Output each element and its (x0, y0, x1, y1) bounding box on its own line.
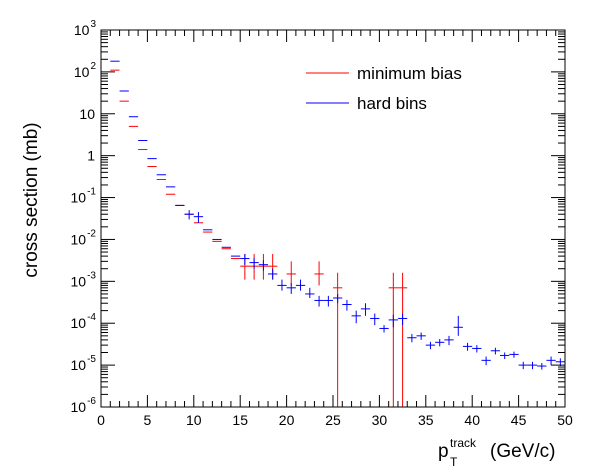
data-point (314, 295, 324, 307)
y-tick-label-exponent: -3 (87, 270, 96, 281)
y-tick-label: 10 (79, 106, 95, 122)
axis-ticks (100, 30, 566, 408)
y-tick-label-base: 10 (74, 22, 90, 38)
y-tick-label-base: 10 (71, 273, 87, 289)
y-tick-label: -510 (71, 354, 97, 373)
data-point (481, 356, 491, 366)
data-point (388, 272, 398, 407)
data-point (537, 363, 547, 370)
data-point (333, 293, 343, 304)
data-point (258, 260, 269, 271)
x-tick-label: 35 (418, 412, 434, 428)
data-point (472, 345, 482, 353)
y-tick-label-base: 10 (71, 315, 87, 331)
data-point (286, 283, 296, 294)
y-tick-label-exponent: -2 (87, 228, 96, 239)
y-tick-label-exponent: -5 (87, 354, 96, 365)
data-point (379, 325, 389, 333)
data-point (351, 310, 361, 324)
legend-label-hard-bins: hard bins (357, 94, 427, 113)
y-tick-label: 310 (74, 19, 97, 38)
y-tick-label-base: 10 (79, 106, 95, 122)
y-tick-label: -110 (71, 187, 97, 206)
data-point (360, 303, 371, 316)
legend-label-minimum-bias: minimum bias (357, 64, 462, 83)
y-tick-label: -410 (71, 312, 97, 331)
data-point (295, 279, 306, 291)
x-tick-label: 30 (372, 412, 388, 428)
data-point (546, 356, 556, 366)
y-tick-label-base: 10 (74, 64, 90, 80)
y-tick-label: -210 (71, 228, 97, 247)
legend: minimum bias hard bins (306, 64, 462, 113)
y-tick-label-exponent: 3 (90, 19, 96, 30)
y-tick-label-exponent: -6 (87, 396, 96, 407)
data-point (444, 335, 454, 346)
y-tick-label-base: 10 (71, 231, 87, 247)
x-axis-title-unit: (GeV/c) (490, 441, 555, 462)
data-point (518, 361, 528, 370)
data-point (509, 351, 519, 358)
x-axis-title-main: p (438, 441, 449, 462)
y-tick-label: 210 (74, 61, 97, 80)
data-point (435, 339, 445, 347)
y-tick-label: -310 (71, 270, 97, 289)
data-point (323, 295, 333, 307)
data-point (240, 253, 250, 265)
x-tick-label: 10 (186, 412, 202, 428)
data-point (462, 342, 473, 351)
data-point (500, 352, 510, 359)
x-tick-label: 50 (557, 412, 573, 428)
data-point (397, 313, 408, 326)
y-tick-label-exponent: 2 (90, 61, 96, 72)
x-tick-label: 15 (232, 412, 248, 428)
x-tick-label: 40 (464, 412, 480, 428)
y-tick-label-exponent: -4 (87, 312, 96, 323)
data-point (527, 361, 538, 370)
data-point (268, 268, 278, 280)
data-point (314, 261, 324, 286)
data-point (249, 258, 259, 269)
data-point (286, 261, 296, 286)
data-point (453, 315, 463, 336)
data-point (184, 210, 194, 220)
data-point (277, 279, 287, 291)
data-point (342, 299, 352, 311)
y-tick-label-base: 10 (71, 399, 87, 415)
y-axis-title: cross section (mb) (21, 122, 42, 277)
x-tick-label: 5 (144, 412, 152, 428)
data-point (416, 332, 426, 340)
y-tick-label-base: 1 (87, 148, 95, 164)
x-axis-title: p (438, 441, 449, 462)
data-point (388, 314, 398, 328)
x-tick-label: 45 (511, 412, 527, 428)
x-axis-title-subscript: T (450, 455, 458, 469)
data-point (397, 272, 408, 407)
data-point (370, 313, 380, 326)
x-tick-label: 0 (97, 412, 105, 428)
data-point (407, 334, 417, 343)
x-axis-title-superscript: track (450, 436, 477, 450)
data-marks (110, 60, 565, 407)
y-tick-label-base: 10 (71, 190, 87, 206)
y-tick-label-exponent: -1 (87, 187, 96, 198)
data-point (305, 287, 315, 299)
x-tick-labels: 0 5 10 15 20 25 30 35 40 45 50 (97, 412, 573, 428)
data-point (193, 212, 204, 223)
x-tick-label: 25 (325, 412, 341, 428)
y-tick-label-base: 10 (71, 357, 87, 373)
y-tick-label: 1 (87, 148, 95, 164)
x-tick-label: 20 (279, 412, 295, 428)
data-point (425, 341, 436, 350)
y-tick-label: -610 (71, 396, 97, 415)
data-point (490, 347, 501, 355)
series-hard-bins (110, 60, 565, 370)
